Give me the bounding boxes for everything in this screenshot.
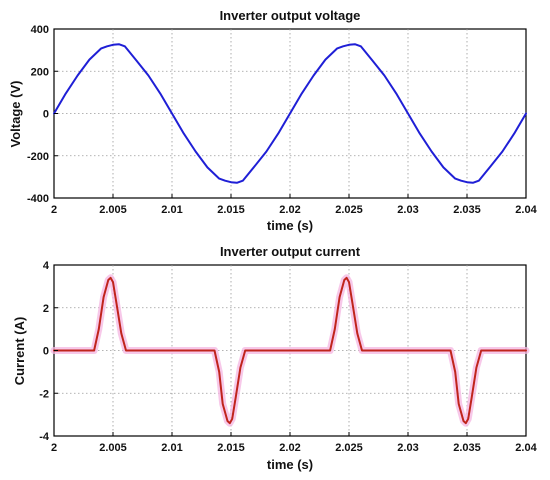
voltage-x-tick-label: 2.025 (335, 204, 363, 216)
current-x-ticks: 2 2.005 2.01 2.015 2.02 2.025 2.03 2.035 2.04 (51, 432, 538, 454)
voltage-chart-title: Inverter output voltage (220, 8, 361, 23)
voltage-grid (54, 29, 526, 198)
current-y-axis-label: Current (A) (12, 317, 27, 386)
current-x-tick-label: 2.01 (161, 442, 182, 454)
current-x-tick-label: 2.04 (515, 442, 537, 454)
voltage-x-tick-label: 2 (51, 204, 57, 216)
voltage-y-axis-label: Voltage (V) (8, 81, 23, 148)
voltage-x-axis-label: time (s) (267, 218, 313, 233)
current-y-ticks: -4 -2 0 2 4 (39, 260, 58, 443)
current-series-line (53, 276, 527, 425)
voltage-x-tick-label: 2.02 (279, 204, 300, 216)
voltage-y-ticks: -400 -200 0 200 400 (27, 24, 58, 205)
current-x-tick-label: 2 (51, 442, 57, 454)
current-y-tick-label: 4 (43, 260, 50, 272)
voltage-x-tick-label: 2.04 (515, 204, 537, 216)
voltage-x-ticks: 2 2.005 2.01 2.015 2.02 2.025 2.03 2.035 2.04 (51, 194, 538, 216)
current-x-tick-label: 2.015 (217, 442, 245, 454)
voltage-series (53, 43, 527, 184)
voltage-x-tick-label: 2.005 (99, 204, 127, 216)
current-x-tick-label: 2.025 (335, 442, 363, 454)
current-chart: Inverter output current 2 2.005 2.01 2.015 2… (12, 244, 538, 472)
voltage-x-tick-label: 2.035 (453, 204, 481, 216)
current-y-tick-label: -4 (39, 431, 50, 443)
voltage-x-tick-label: 2.015 (217, 204, 245, 216)
current-series (53, 276, 527, 425)
current-x-tick-label: 2.035 (453, 442, 481, 454)
current-x-axis-label: time (s) (267, 457, 313, 472)
current-chart-title: Inverter output current (220, 244, 361, 259)
current-x-tick-label: 2.03 (397, 442, 418, 454)
voltage-x-tick-label: 2.03 (397, 204, 418, 216)
voltage-y-tick-label: 0 (43, 109, 49, 121)
voltage-y-tick-label: -200 (27, 151, 49, 163)
current-x-tick-label: 2.005 (99, 442, 127, 454)
voltage-chart: Inverter output voltage 2 2.005 2.01 2.015 2… (8, 8, 538, 233)
voltage-y-tick-label: 200 (31, 66, 49, 78)
current-y-tick-label: 2 (43, 303, 49, 315)
voltage-y-tick-label: 400 (31, 24, 49, 36)
current-y-tick-label: -2 (39, 388, 49, 400)
current-y-tick-label: 0 (43, 346, 49, 358)
current-x-tick-label: 2.02 (279, 442, 300, 454)
voltage-x-tick-label: 2.01 (161, 204, 182, 216)
voltage-series-line (53, 43, 527, 184)
voltage-y-tick-label: -400 (27, 193, 49, 205)
